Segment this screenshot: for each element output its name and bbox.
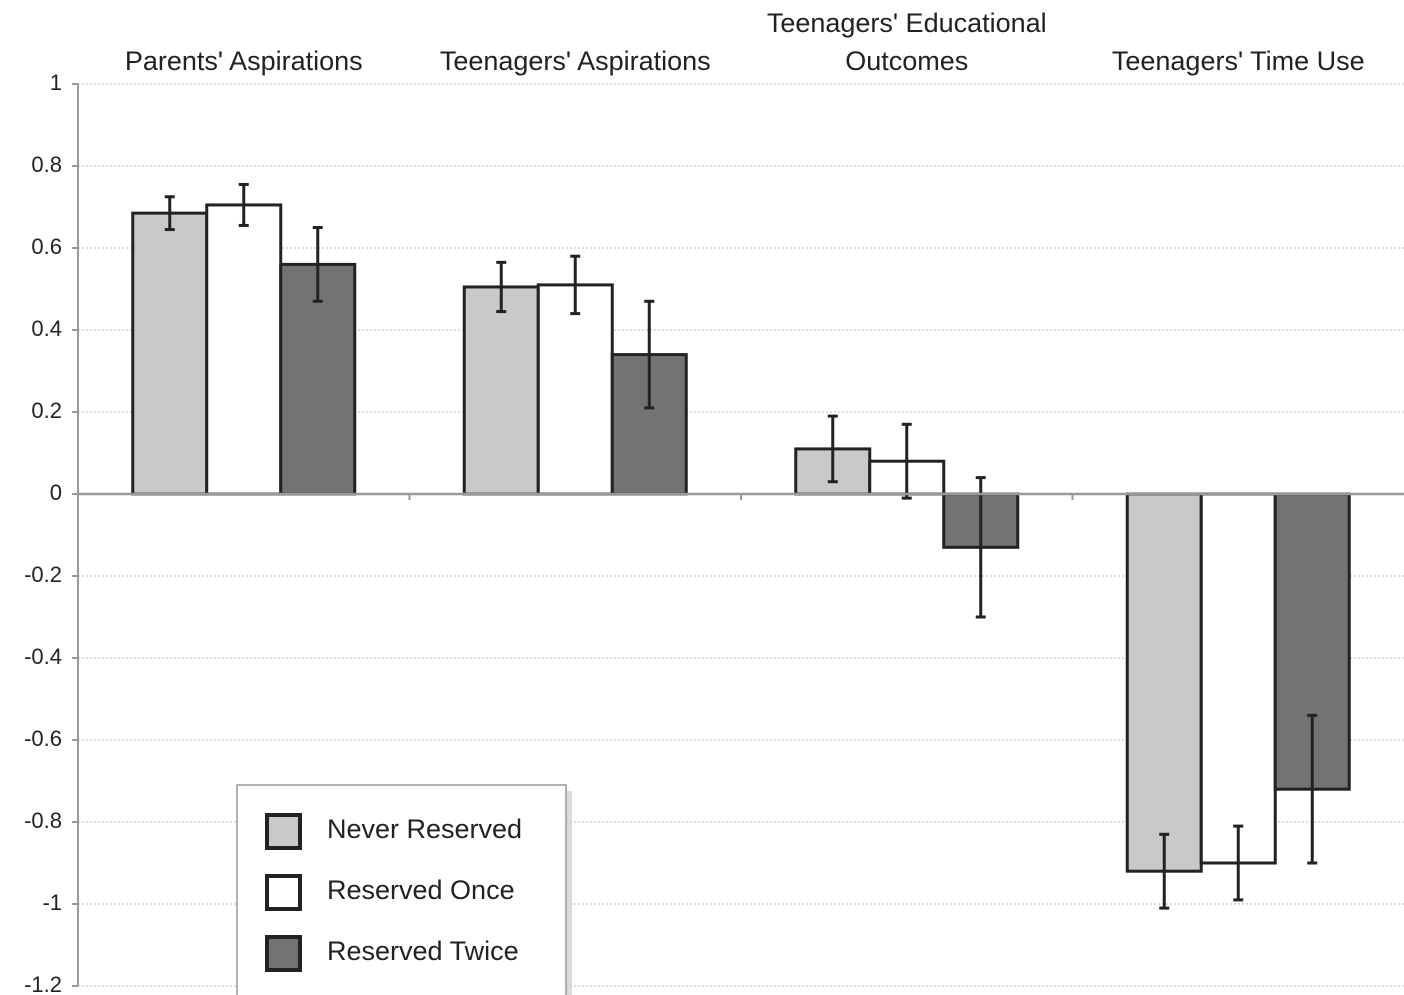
legend-swatch [265, 813, 302, 850]
y-tick-label: -1.2 [24, 972, 62, 995]
y-tick-label: 0.2 [31, 398, 62, 423]
y-tick-label: 0.8 [31, 152, 62, 177]
error-bar [901, 422, 912, 500]
bar [279, 262, 357, 496]
error-bar [496, 260, 507, 314]
y-tick-label: -1 [42, 890, 62, 915]
legend-label: Reserved Twice [327, 936, 519, 966]
category-label: Teenagers' Time Use [1111, 46, 1365, 76]
category-label: Teenagers' Aspirations [439, 46, 711, 76]
error-bar [312, 226, 323, 303]
error-bar [238, 182, 249, 227]
error-bar [570, 254, 581, 316]
error-bar [827, 414, 838, 484]
category-label: Parents' Aspirations [124, 46, 363, 76]
error-bar [1307, 713, 1318, 865]
y-tick-label: -0.4 [24, 644, 62, 669]
error-bar [1159, 832, 1170, 910]
y-tick-label: 1 [50, 70, 62, 95]
legend-label: Reserved Once [327, 875, 515, 905]
legend: Never Reserved Reserved Once Reserved Twic… [236, 784, 572, 995]
y-tick-label: -0.2 [24, 562, 62, 587]
y-tick-label: -0.8 [24, 808, 62, 833]
y-tick-label: -0.6 [24, 726, 62, 751]
bar [131, 211, 209, 496]
error-bar [1233, 824, 1244, 902]
legend-swatch [265, 935, 302, 972]
y-tick-label: 0.4 [31, 316, 62, 341]
y-tick-label: 0 [50, 480, 62, 505]
bar [462, 285, 540, 496]
error-bar [164, 195, 175, 232]
bar [1125, 492, 1203, 873]
bar [536, 283, 614, 496]
error-bar [975, 476, 986, 619]
category-label: Teenagers' Educational Outcomes [766, 8, 1047, 76]
legend-swatch [265, 874, 302, 911]
error-bar [644, 299, 655, 410]
legend-label: Never Reserved [327, 814, 522, 844]
bar [1199, 492, 1277, 865]
y-tick-label: 0.6 [31, 234, 62, 259]
bar [205, 203, 283, 496]
